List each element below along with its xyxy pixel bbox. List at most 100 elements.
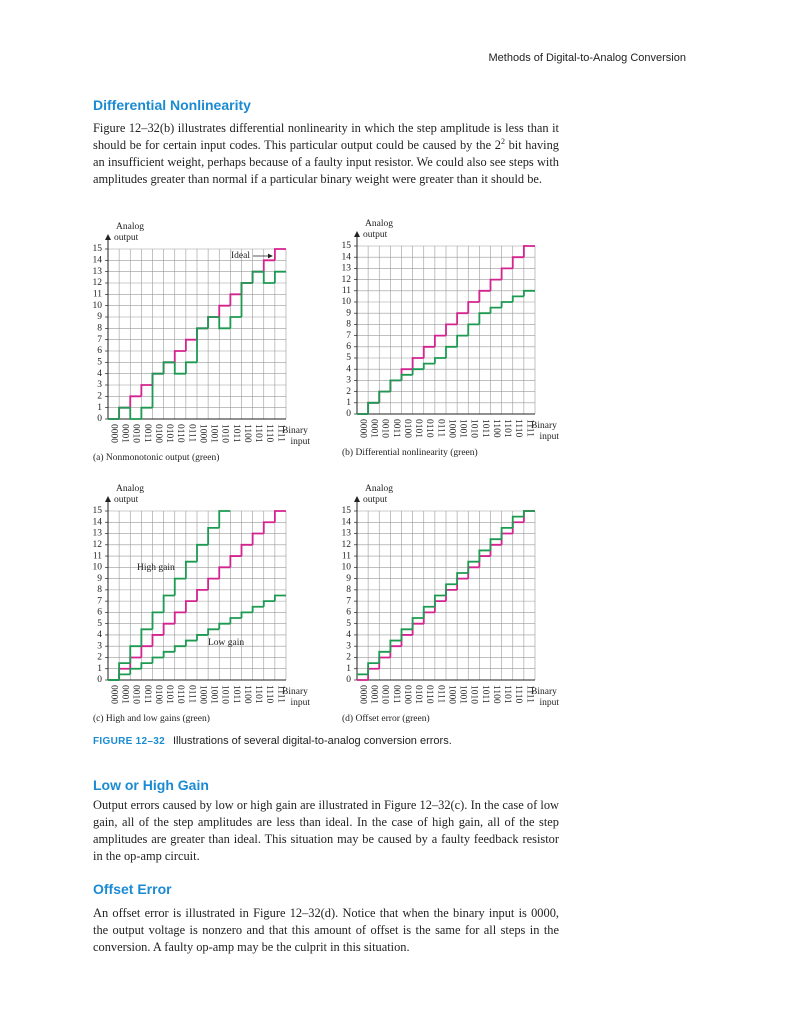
- y-tick-label: 8: [346, 320, 351, 330]
- step: [456, 572, 469, 585]
- step: [129, 645, 142, 664]
- step: [240, 282, 253, 317]
- step: [118, 662, 131, 680]
- annotation: High gain: [137, 563, 175, 573]
- step: [251, 270, 264, 283]
- y-tick-label: 10: [93, 563, 103, 573]
- x-tick-label: 1000: [197, 424, 207, 443]
- step: [367, 662, 380, 675]
- step: [422, 611, 435, 624]
- step: [433, 334, 446, 347]
- y-tick-label: 7: [346, 331, 351, 341]
- step: [173, 645, 186, 652]
- y-tick-label: 10: [342, 297, 352, 307]
- step: [445, 588, 458, 602]
- y-tick-label: 2: [346, 653, 351, 663]
- step: [184, 361, 197, 374]
- step: [240, 611, 253, 619]
- y-axis-label: output: [114, 495, 139, 505]
- y-tick-label: 12: [93, 540, 103, 550]
- step: [251, 270, 264, 283]
- y-tick-label: 7: [97, 596, 102, 606]
- step: [162, 361, 175, 374]
- y-tick-label: 11: [93, 551, 102, 561]
- x-axis-label: input: [290, 437, 310, 447]
- y-tick-label: 6: [97, 346, 102, 356]
- y-tick-label: 13: [342, 529, 352, 539]
- x-axis-label: input: [539, 432, 559, 442]
- x-tick-label: 1111: [524, 685, 534, 703]
- step: [218, 317, 231, 330]
- paragraph: Figure 12–32(b) illustrates differential…: [93, 120, 559, 188]
- y-tick-label: 12: [342, 540, 352, 550]
- step: [489, 543, 502, 557]
- paragraph: An offset error is illustrated in Figure…: [93, 906, 559, 954]
- step: [467, 560, 480, 573]
- x-tick-label: 1010: [220, 424, 230, 443]
- step: [411, 617, 424, 630]
- y-tick-label: 15: [342, 241, 352, 251]
- y-tick-label: 9: [346, 308, 351, 318]
- x-axis-label: Binary: [282, 426, 308, 436]
- step: [207, 527, 220, 545]
- step: [229, 293, 242, 306]
- step: [456, 312, 469, 325]
- step: [378, 656, 391, 669]
- step: [207, 577, 220, 590]
- y-axis-label: output: [363, 495, 388, 505]
- x-tick-label: 1001: [458, 419, 468, 438]
- step: [162, 594, 175, 613]
- x-tick-label: 1101: [253, 685, 263, 704]
- step: [162, 361, 175, 374]
- x-tick-label: 1100: [242, 424, 252, 443]
- step: [511, 295, 524, 302]
- step: [511, 521, 524, 534]
- step: [162, 622, 175, 635]
- step: [207, 628, 220, 635]
- x-tick-label: 1100: [491, 685, 501, 704]
- step: [273, 510, 286, 523]
- step: [184, 639, 197, 647]
- step: [262, 271, 275, 284]
- figure-label: FIGURE 12–32: [93, 736, 165, 747]
- step: [162, 650, 175, 658]
- figure-caption: FIGURE 12–32 Illustrations of several dig…: [93, 735, 452, 747]
- x-tick-label: 1011: [480, 419, 490, 438]
- x-tick-label: 0001: [120, 424, 130, 443]
- step: [489, 278, 502, 291]
- step: [478, 289, 491, 302]
- x-tick-label: 1110: [264, 424, 274, 443]
- step: [229, 316, 242, 329]
- step: [478, 312, 491, 325]
- step: [196, 588, 209, 602]
- step: [140, 406, 153, 419]
- step: [400, 628, 413, 641]
- y-tick-label: 7: [346, 596, 351, 606]
- y-tick-label: 3: [97, 380, 102, 390]
- step: [196, 543, 209, 562]
- x-tick-label: 1011: [231, 424, 241, 443]
- y-tick-label: 9: [346, 574, 351, 584]
- y-tick-label: 14: [342, 517, 352, 527]
- section-heading: Low or High Gain: [93, 777, 209, 793]
- chart-caption: (d) Offset error (green): [342, 713, 430, 724]
- x-tick-label: 0010: [380, 419, 390, 438]
- y-tick-label: 8: [346, 585, 351, 595]
- x-tick-label: 0101: [164, 685, 174, 704]
- step: [273, 594, 286, 602]
- x-tick-label: 1110: [513, 419, 523, 438]
- x-tick-label: 1111: [275, 424, 285, 442]
- step: [522, 510, 535, 517]
- y-tick-label: 9: [97, 574, 102, 584]
- y-tick-label: 11: [93, 290, 102, 300]
- y-tick-label: 10: [342, 563, 352, 573]
- text: Figure 12–32(b) illustrates differential…: [93, 121, 559, 152]
- text: bit having an insufficient weight, perha…: [93, 138, 559, 186]
- y-tick-label: 15: [342, 506, 352, 516]
- step: [478, 555, 491, 568]
- x-tick-label: 0000: [357, 685, 367, 704]
- step: [500, 301, 513, 308]
- y-tick-label: 4: [346, 364, 351, 374]
- x-tick-label: 0000: [357, 419, 367, 438]
- x-tick-label: 1100: [491, 419, 501, 438]
